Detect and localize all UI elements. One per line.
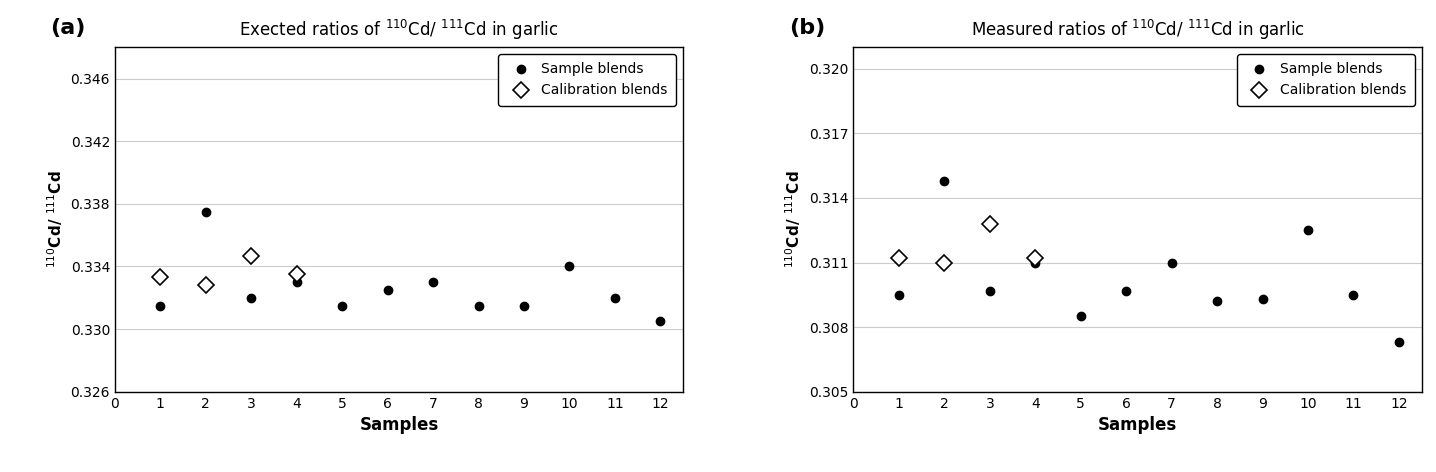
Y-axis label: $^{110}$Cd/ $^{111}$Cd: $^{110}$Cd/ $^{111}$Cd <box>784 171 803 268</box>
Sample blends <box>1209 298 1226 304</box>
Sample blends <box>333 303 350 308</box>
Line: Calibration blends: Calibration blends <box>155 250 302 291</box>
Sample blends <box>561 264 579 270</box>
Sample blends <box>1300 228 1317 233</box>
Sample blends <box>981 288 998 294</box>
Sample blends <box>652 319 669 324</box>
Sample blends <box>516 303 533 308</box>
Calibration blends <box>243 253 260 258</box>
Title: Exected ratios of $^{110}$Cd/ $^{111}$Cd in garlic: Exected ratios of $^{110}$Cd/ $^{111}$Cd… <box>240 18 559 42</box>
X-axis label: Samples: Samples <box>359 416 438 434</box>
Line: Sample blends: Sample blends <box>895 177 1403 346</box>
Sample blends <box>1346 292 1363 298</box>
Y-axis label: $^{110}$Cd/ $^{111}$Cd: $^{110}$Cd/ $^{111}$Cd <box>46 171 65 268</box>
X-axis label: Samples: Samples <box>1099 416 1178 434</box>
Sample blends <box>197 209 214 214</box>
Sample blends <box>425 279 442 285</box>
Calibration blends <box>197 282 214 288</box>
Calibration blends <box>1027 255 1044 261</box>
Line: Calibration blends: Calibration blends <box>893 218 1041 268</box>
Sample blends <box>1254 296 1271 302</box>
Sample blends <box>890 292 908 298</box>
Sample blends <box>1027 260 1044 265</box>
Sample blends <box>1073 313 1090 319</box>
Sample blends <box>289 279 306 285</box>
Calibration blends <box>936 260 954 265</box>
Sample blends <box>606 295 623 301</box>
Calibration blends <box>890 255 908 261</box>
Calibration blends <box>152 275 169 280</box>
Calibration blends <box>289 271 306 277</box>
Legend: Sample blends, Calibration blends: Sample blends, Calibration blends <box>498 54 676 106</box>
Sample blends <box>243 295 260 301</box>
Title: Measured ratios of $^{110}$Cd/ $^{111}$Cd in garlic: Measured ratios of $^{110}$Cd/ $^{111}$C… <box>971 18 1304 42</box>
Sample blends <box>470 303 487 308</box>
Sample blends <box>1390 339 1407 345</box>
Legend: Sample blends, Calibration blends: Sample blends, Calibration blends <box>1236 54 1414 106</box>
Sample blends <box>936 178 954 184</box>
Line: Sample blends: Sample blends <box>157 208 665 326</box>
Text: (b): (b) <box>788 18 826 38</box>
Sample blends <box>1163 260 1180 265</box>
Sample blends <box>152 303 169 308</box>
Sample blends <box>379 287 396 293</box>
Sample blends <box>1117 288 1134 294</box>
Calibration blends <box>981 221 998 227</box>
Text: (a): (a) <box>50 18 86 38</box>
